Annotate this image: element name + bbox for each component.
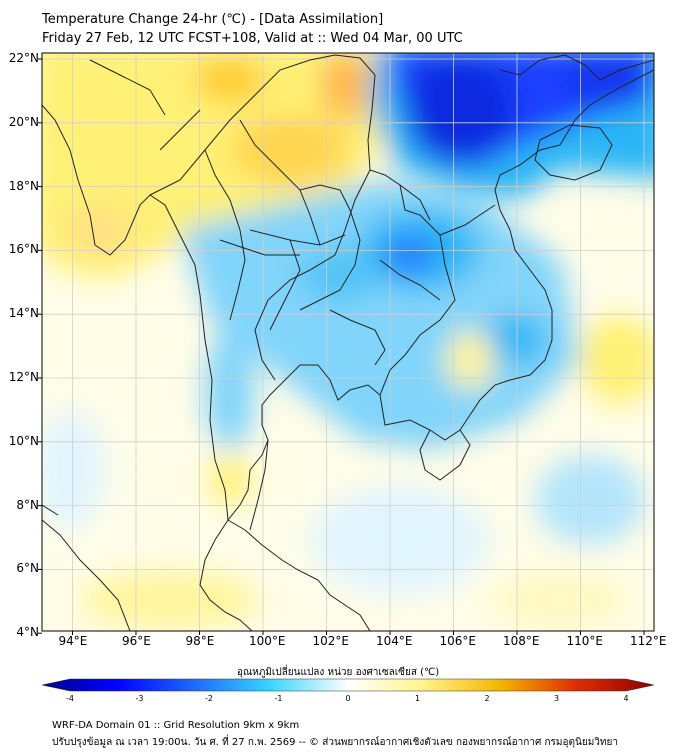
- colorbar-tick-label: -2: [205, 694, 213, 703]
- lon-label: 106°E: [439, 634, 477, 648]
- lat-label: 20°N: [8, 114, 39, 129]
- lat-label: 22°N: [8, 51, 39, 65]
- coastlines-borders: [42, 54, 654, 631]
- colorbar: [41, 678, 655, 692]
- colorbar-tick-label: -3: [135, 694, 144, 703]
- map-title: Temperature Change 24-hr (℃) - [Data Ass…: [42, 12, 384, 27]
- colorbar-label: อุณหภูมิเปลี่ยนแปลง หน่วย องศาเซลเซียส (…: [236, 667, 440, 678]
- lat-label: 4°N: [16, 625, 39, 640]
- map-subtitle: Friday 27 Feb, 12 UTC FCST+108, Valid at…: [42, 31, 463, 46]
- lat-label: 18°N: [8, 178, 39, 193]
- footer-model-info: WRF-DA Domain 01 :: Grid Resolution 9km …: [52, 720, 300, 731]
- lat-label: 8°N: [16, 497, 39, 512]
- lat-label: 16°N: [8, 242, 39, 257]
- lon-label: 110°E: [566, 634, 604, 648]
- colorbar-tick-label: -4: [66, 694, 74, 703]
- lat-label: 12°N: [8, 370, 39, 384]
- lon-label: 96°E: [122, 634, 151, 648]
- lat-label: 14°N: [8, 306, 39, 321]
- colorbar-bar: [41, 678, 655, 692]
- lon-label: 94°E: [58, 634, 88, 648]
- lon-label: 98°E: [185, 634, 215, 648]
- lon-label: 108°E: [503, 634, 540, 648]
- lon-label: 112°E: [630, 634, 667, 648]
- colorbar-tick-label: 0: [345, 694, 351, 703]
- footer-update-info: ปรับปรุงข้อมูล ณ เวลา 19:00น. วัน ศ. ที่…: [52, 737, 618, 748]
- graticule: [42, 53, 654, 631]
- lon-label: 102°E: [312, 634, 350, 648]
- colorbar-tick-label: 1: [414, 694, 421, 703]
- colorbar-tick-label: 3: [553, 694, 560, 703]
- lon-label: 104°E: [376, 634, 413, 648]
- colorbar-tick-label: -1: [274, 694, 283, 703]
- lat-label: 10°N: [8, 433, 39, 448]
- lon-label: 100°E: [249, 634, 286, 648]
- colorbar-tick-label: 4: [623, 694, 629, 703]
- colorbar-tick-label: 2: [484, 694, 490, 703]
- lat-label: 6°N: [16, 561, 39, 576]
- map-frame: [41, 52, 655, 632]
- temperature-field: [42, 53, 654, 630]
